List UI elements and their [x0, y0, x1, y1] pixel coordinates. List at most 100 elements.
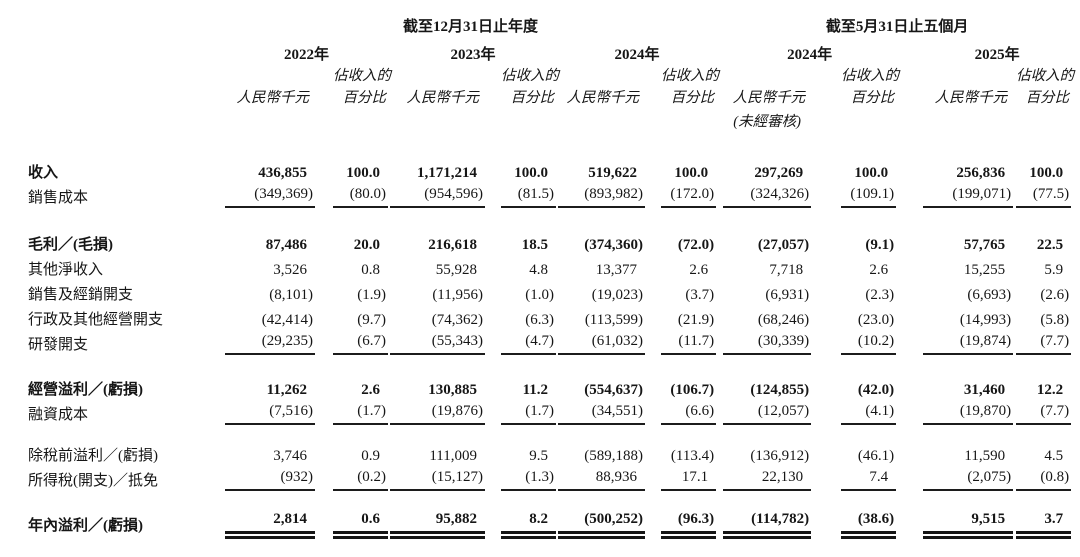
- column-gap: [896, 440, 923, 465]
- cell-percent: (81.5): [501, 182, 556, 208]
- blank: [28, 354, 1071, 374]
- cell-amount: 95,882: [390, 510, 485, 539]
- column-gap: [716, 374, 723, 399]
- column-gap: [811, 465, 841, 490]
- blank: [923, 64, 1013, 85]
- cell-percent: (9.1): [865, 237, 895, 253]
- column-gap: [645, 279, 661, 304]
- cell-amount: (6,693): [967, 287, 1012, 303]
- cell-amount: (932): [225, 465, 315, 491]
- column-gap: [811, 157, 841, 182]
- column-gap: [811, 329, 841, 354]
- column-gap: [896, 254, 923, 279]
- cell-percent: (10.2): [841, 329, 897, 355]
- table-row: 收入 436,855 100.0 1,171,214 100.0 519,622 100.0…: [28, 157, 1071, 182]
- column-gap: [896, 465, 923, 490]
- rmb-thousand-label: 人民幣千元: [934, 90, 1008, 106]
- cell-percent: (6.6): [661, 399, 717, 425]
- cell-amount: (42,414): [261, 312, 313, 328]
- cell-amount: (7,516): [225, 399, 315, 425]
- table-row: 銷售及經銷開支 (8,101) (1.9) (11,956) (1.0) (19,023)…: [28, 279, 1071, 304]
- blank: [28, 490, 1071, 510]
- column-gap: [645, 107, 661, 131]
- cell-amount: (30,339): [723, 329, 812, 355]
- cell-percent: (7.7): [1016, 399, 1072, 425]
- cell-amount: 1,171,214: [417, 165, 477, 181]
- cell-percent: (77.5): [1016, 182, 1072, 208]
- pct-of-revenue-label: 佔收入的: [661, 68, 719, 84]
- cell-percent: 4.8: [529, 262, 548, 278]
- column-gap: [716, 440, 723, 465]
- cell-percent: (109.1): [841, 182, 897, 208]
- column-gap: [485, 374, 501, 399]
- column-gap: [645, 64, 661, 85]
- column-gap: [716, 254, 723, 279]
- row-label: 除稅前溢利／(虧損): [28, 448, 158, 464]
- cell-amount: 216,618: [428, 237, 477, 253]
- year-header-2023: 2023年: [450, 47, 496, 63]
- column-gap: [716, 182, 723, 207]
- cell-percent: 2.6: [869, 262, 889, 278]
- cell-amount: (15,127): [390, 465, 485, 491]
- cell-percent: (4.7): [501, 329, 556, 355]
- column-gap: [896, 157, 923, 182]
- pct-header-line1-row: 佔收入的 佔收入的 佔收入的 佔收入的 佔收入的: [28, 64, 1074, 85]
- cell-percent: 8.2: [501, 510, 556, 539]
- year-header-2024-5m: 2024年: [787, 47, 833, 63]
- blank: [225, 107, 315, 131]
- table-row: 研發開支 (29,235) (6.7) (55,343) (4.7) (61,032) (1…: [28, 329, 1072, 355]
- cell-percent: (1.3): [501, 465, 556, 491]
- cell-percent: (7.7): [1016, 329, 1072, 355]
- column-gap: [315, 465, 333, 490]
- cell-percent: (0.8): [1016, 465, 1072, 491]
- cell-amount: 3,526: [273, 262, 307, 278]
- cell-percent: 17.1: [661, 465, 717, 491]
- unaudited-note-row: (未經審核): [28, 107, 1071, 131]
- column-gap: [896, 229, 923, 254]
- cell-amount: (19,876): [390, 399, 485, 425]
- percentage-label: 百分比: [1025, 90, 1070, 106]
- row-label: 所得稅(開支)／抵免: [28, 473, 158, 489]
- blank: [28, 207, 1071, 229]
- row-label: 毛利／(毛損): [28, 237, 113, 253]
- cell-percent: 4.5: [1044, 448, 1064, 464]
- cell-amount: 2,814: [225, 510, 315, 539]
- cell-percent: (1.9): [357, 287, 386, 303]
- cell-percent: (38.6): [841, 510, 897, 539]
- cell-amount: 111,009: [429, 448, 477, 464]
- table-row: 其他淨收入 3,526 0.8 55,928 4.8 13,377 2.6 7,718 2.6 1…: [28, 254, 1071, 279]
- table-row: 除稅前溢利／(虧損) 3,746 0.9 111,009 9.5 (589,188) (11…: [28, 440, 1071, 465]
- cell-amount: (19,870): [923, 399, 1014, 425]
- cell-percent: (6.7): [333, 329, 388, 355]
- column-gap: [896, 107, 923, 131]
- row-label: 研發開支: [28, 337, 89, 353]
- column-gap: [811, 85, 841, 107]
- cell-percent: (2.6): [1040, 287, 1070, 303]
- column-gap: [645, 440, 661, 465]
- column-gap: [315, 440, 333, 465]
- column-gap: [811, 182, 841, 207]
- blank: [723, 64, 811, 85]
- rmb-thousand-label: 人民幣千元: [406, 90, 480, 106]
- column-gap: [896, 85, 923, 107]
- column-gap: [315, 182, 333, 207]
- blank: [841, 107, 896, 131]
- column-gap: [315, 374, 333, 399]
- cell-amount: 9,515: [923, 510, 1014, 539]
- column-gap: [645, 510, 661, 535]
- blank: [558, 64, 645, 85]
- section-spacer: [28, 490, 1071, 510]
- column-gap: [896, 329, 923, 354]
- column-gap: [716, 85, 723, 107]
- column-gap: [645, 329, 661, 354]
- blank: [28, 424, 1071, 440]
- blank: [333, 107, 388, 131]
- column-gap: [315, 279, 333, 304]
- column-gap: [315, 510, 333, 535]
- pct-of-revenue-label: 佔收入的: [501, 68, 559, 84]
- cell-percent: (0.2): [333, 465, 388, 491]
- column-gap: [811, 510, 841, 535]
- cell-percent: 9.5: [529, 448, 548, 464]
- blank: [558, 107, 645, 131]
- cell-percent: 100.0: [1029, 165, 1064, 181]
